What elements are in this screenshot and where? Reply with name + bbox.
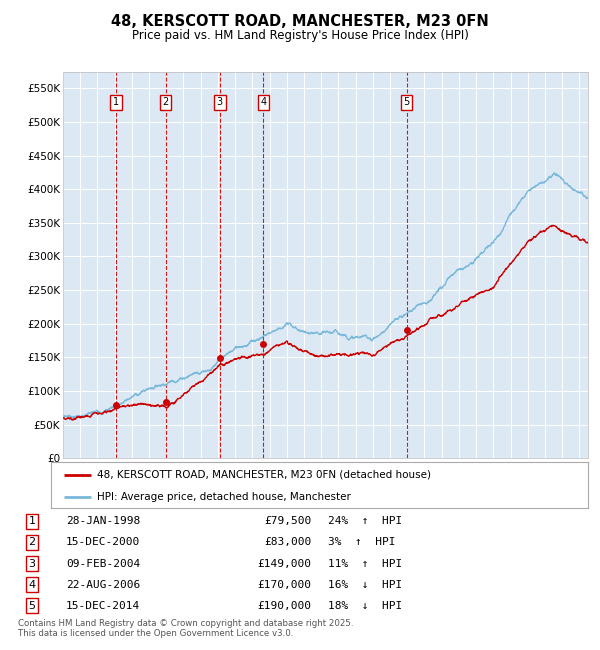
Text: 48, KERSCOTT ROAD, MANCHESTER, M23 0FN: 48, KERSCOTT ROAD, MANCHESTER, M23 0FN — [111, 14, 489, 29]
Text: 11%  ↑  HPI: 11% ↑ HPI — [328, 558, 403, 569]
Text: 2: 2 — [29, 538, 35, 547]
Text: 1: 1 — [29, 517, 35, 526]
Text: 3: 3 — [217, 98, 223, 107]
Text: 16%  ↓  HPI: 16% ↓ HPI — [328, 580, 403, 590]
Text: 1: 1 — [113, 98, 119, 107]
Text: Contains HM Land Registry data © Crown copyright and database right 2025.
This d: Contains HM Land Registry data © Crown c… — [18, 619, 353, 638]
Text: HPI: Average price, detached house, Manchester: HPI: Average price, detached house, Manc… — [97, 491, 350, 502]
Text: 28-JAN-1998: 28-JAN-1998 — [66, 517, 140, 526]
Text: 4: 4 — [29, 580, 35, 590]
Text: 2: 2 — [163, 98, 169, 107]
Text: £149,000: £149,000 — [257, 558, 311, 569]
Text: 5: 5 — [29, 601, 35, 610]
Text: 24%  ↑  HPI: 24% ↑ HPI — [328, 517, 403, 526]
Text: £79,500: £79,500 — [264, 517, 311, 526]
Text: 48, KERSCOTT ROAD, MANCHESTER, M23 0FN (detached house): 48, KERSCOTT ROAD, MANCHESTER, M23 0FN (… — [97, 469, 431, 480]
Text: £190,000: £190,000 — [257, 601, 311, 610]
Text: £83,000: £83,000 — [264, 538, 311, 547]
Text: 09-FEB-2004: 09-FEB-2004 — [66, 558, 140, 569]
Text: 22-AUG-2006: 22-AUG-2006 — [66, 580, 140, 590]
Text: 18%  ↓  HPI: 18% ↓ HPI — [328, 601, 403, 610]
Text: 3: 3 — [29, 558, 35, 569]
Text: £170,000: £170,000 — [257, 580, 311, 590]
Text: 5: 5 — [403, 98, 410, 107]
Text: 3%  ↑  HPI: 3% ↑ HPI — [328, 538, 396, 547]
Text: 4: 4 — [260, 98, 266, 107]
Text: 15-DEC-2014: 15-DEC-2014 — [66, 601, 140, 610]
Text: Price paid vs. HM Land Registry's House Price Index (HPI): Price paid vs. HM Land Registry's House … — [131, 29, 469, 42]
Text: 15-DEC-2000: 15-DEC-2000 — [66, 538, 140, 547]
